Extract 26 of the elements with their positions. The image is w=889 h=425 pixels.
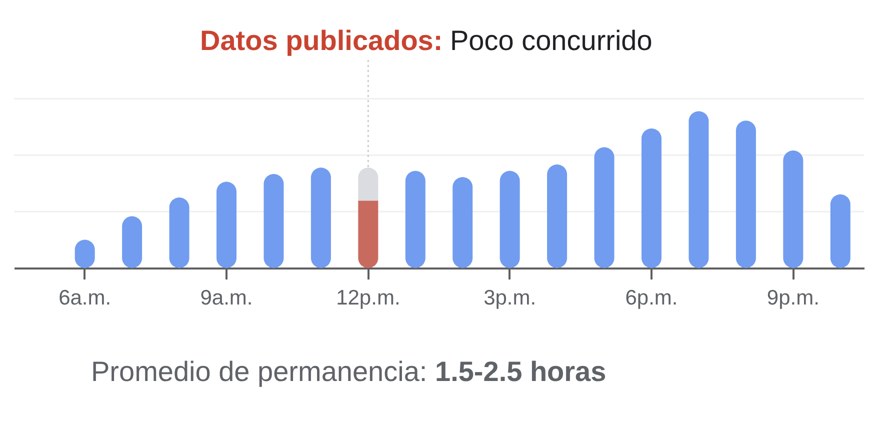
bar	[216, 182, 236, 268]
bar	[642, 128, 662, 268]
bar	[405, 170, 426, 268]
x-tick-label: 6a.m.	[58, 286, 112, 310]
bar	[547, 164, 568, 268]
text: Datos publicados:	[200, 25, 443, 56]
bar	[688, 111, 709, 268]
bar	[358, 200, 378, 268]
bar	[358, 168, 378, 201]
bar	[500, 170, 520, 268]
text: 1.5-2.5 horas	[435, 356, 606, 387]
text: Poco concurrido	[450, 25, 652, 56]
bar	[594, 147, 614, 268]
x-tick-label: 12p.m.	[336, 286, 400, 310]
text: Promedio de permanencia:	[91, 356, 428, 387]
x-tick-label: 9p.m.	[766, 286, 820, 310]
bar	[736, 120, 756, 268]
bar	[830, 194, 850, 268]
bar	[783, 150, 804, 268]
bar	[452, 177, 473, 268]
x-tick-label: 9a.m.	[200, 286, 253, 310]
bar	[169, 197, 190, 268]
x-tick-label: 3p.m.	[484, 286, 536, 310]
bar	[264, 174, 284, 268]
x-tick-label: 6p.m.	[625, 286, 678, 310]
bar	[310, 168, 331, 268]
